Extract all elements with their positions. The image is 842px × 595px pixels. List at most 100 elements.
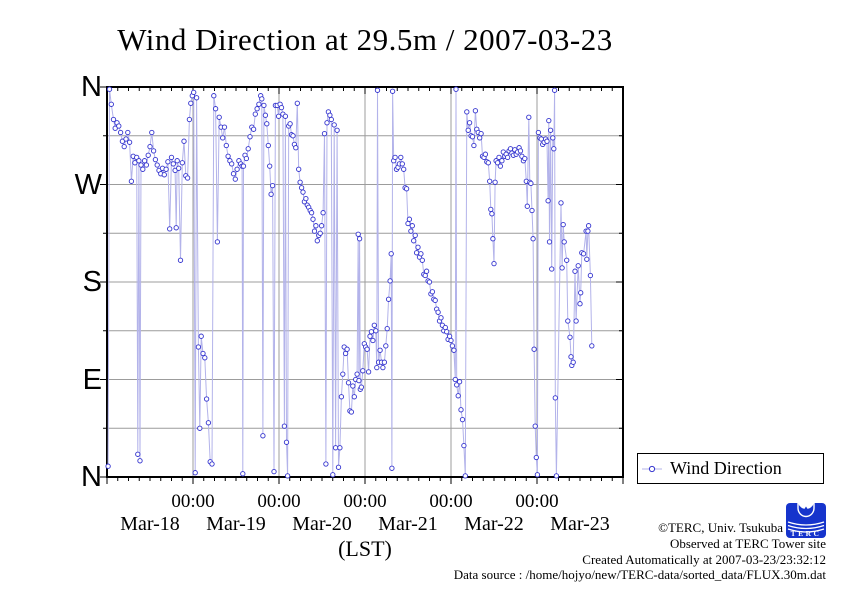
data-point [192,470,198,476]
data-point [565,318,571,324]
data-point [446,333,453,339]
data-point [552,395,558,401]
data-point [367,333,373,339]
data-point [531,346,537,352]
data-point [429,289,436,295]
data-point [383,343,389,349]
x-date-label: Mar-22 [464,513,524,535]
data-point [487,178,493,184]
data-point [240,471,246,477]
data-point [356,236,363,242]
data-point [154,162,160,168]
data-point [351,394,357,400]
data-point [334,127,340,133]
data-point [245,146,251,152]
data-point [191,89,197,96]
data-point [453,86,459,92]
data-point [106,86,113,92]
data-point [167,226,173,232]
data-point [364,346,370,352]
data-point [225,153,231,159]
data-point [564,257,570,263]
data-point [188,100,194,106]
data-point [278,104,285,111]
data-point [240,163,247,169]
data-point [455,393,461,399]
data-point [152,156,159,163]
data-point [331,122,337,128]
data-point [261,102,267,109]
data-point [327,112,333,118]
data-point [490,236,496,242]
data-point [311,228,318,234]
data-point [504,154,511,161]
y-axis-label: W [74,168,102,201]
data-point [553,473,560,479]
data-point [560,221,566,228]
data-point [469,134,476,140]
data-point [462,473,468,479]
data-point [193,95,200,101]
data-point [471,142,477,149]
data-point [398,154,404,161]
data-point [585,223,592,229]
data-point [472,108,479,114]
data-point [546,239,553,245]
data-point [197,425,203,431]
data-point [387,278,393,284]
data-point [432,297,438,304]
data-point [408,228,414,234]
data-point [268,191,274,197]
data-point [348,409,355,415]
data-point [368,329,375,335]
data-point [230,171,237,177]
data-point [459,416,466,423]
x-date-label: Mar-20 [292,513,352,535]
data-point [413,250,420,256]
x-date-label: Mar-23 [550,513,610,535]
data-point [132,160,138,166]
data-point [173,225,179,231]
data-point [149,129,155,136]
data-point [328,116,334,123]
data-point [216,114,222,120]
data-point [320,210,326,216]
data-point [259,96,265,102]
data-point [110,116,117,123]
data-point [456,379,463,385]
data-point [140,166,146,172]
data-point [223,142,229,149]
data-point [426,279,433,285]
data-point [136,158,142,164]
data-point [290,133,296,139]
data-point [177,257,184,263]
data-point [464,109,470,115]
data-point [377,347,383,353]
data-point [370,337,376,344]
plot-area [100,86,624,484]
data-point [373,328,379,334]
data-point [570,359,576,365]
legend-label: Wind Direction [670,458,782,478]
data-point [330,472,336,478]
data-point [211,93,217,99]
data-point [547,127,554,133]
data-point [580,251,587,257]
data-point [324,120,330,126]
data-point [138,162,144,168]
x-tick-label: 00:00 [429,491,473,512]
data-point [452,376,458,383]
data-point [458,407,464,413]
data-point [221,124,228,130]
y-axis-label: N [81,461,102,493]
data-point [577,301,583,307]
data-point [345,380,352,386]
data-point [205,420,212,426]
data-point [381,359,388,365]
data-point [374,87,381,93]
data-point [284,473,291,479]
data-point [550,135,556,141]
data-point [559,265,565,271]
data-point [209,461,215,467]
